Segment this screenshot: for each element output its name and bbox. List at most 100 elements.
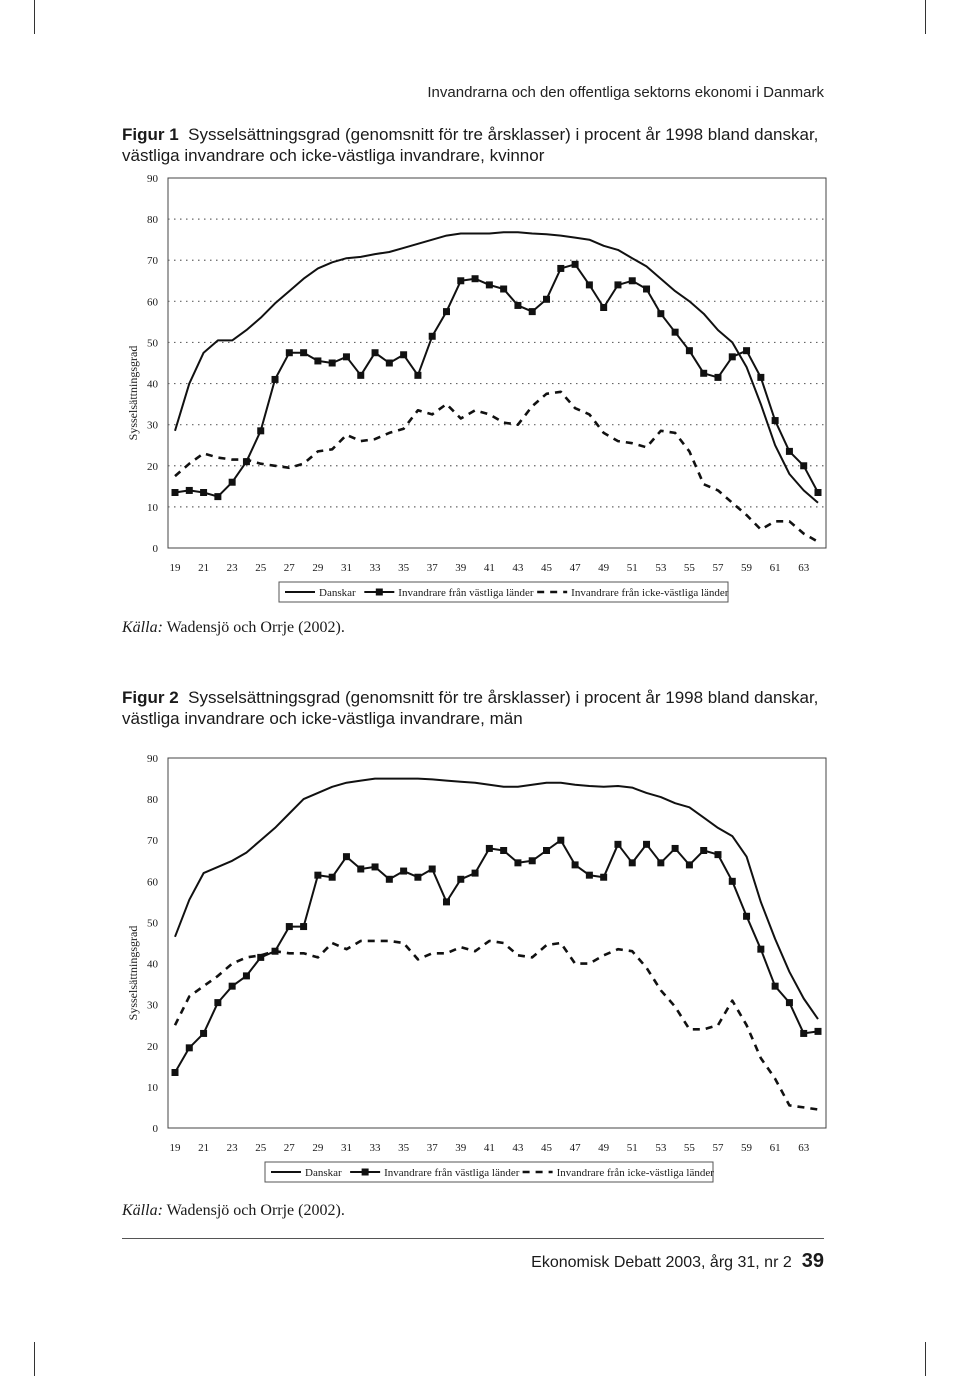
x-tick-label: 51 <box>627 562 638 574</box>
y-tick-label: 80 <box>147 794 159 806</box>
crop-mark <box>925 1342 926 1376</box>
legend-label-2: Invandrare från icke-västliga länder <box>571 587 729 599</box>
data-point <box>285 923 293 931</box>
series-line-2 <box>173 939 819 1111</box>
x-tick-label: 47 <box>570 1142 582 1154</box>
data-point <box>414 873 422 881</box>
data-point <box>628 859 636 867</box>
figure-2-chart: 0 10 20 30 40 50 60 70 80 90 19 21 23 25 27 29 31 33 35 37 3… <box>126 753 827 1183</box>
page-number: 39 <box>801 1250 824 1272</box>
y-tick-label: 60 <box>147 876 159 888</box>
series-line-0 <box>174 777 819 1020</box>
data-point <box>600 873 608 881</box>
data-point <box>257 427 265 435</box>
figure-1-source-label: Källa: <box>122 619 163 636</box>
data-point <box>643 285 651 293</box>
data-point <box>771 982 779 990</box>
data-point <box>485 844 493 852</box>
legend-label-0: Danskar <box>305 1167 342 1179</box>
y-axis-label: Sysselsättningsgrad <box>126 926 140 1021</box>
plot-frame <box>167 757 827 1129</box>
y-tick-label: 20 <box>147 461 159 473</box>
x-tick-label: 47 <box>570 562 582 574</box>
x-tick-label: 33 <box>370 1142 382 1154</box>
data-point <box>428 332 436 340</box>
x-tick-label: 41 <box>484 562 495 574</box>
y-tick-label: 20 <box>147 1041 159 1053</box>
data-point <box>400 867 408 875</box>
y-tick-label: 90 <box>147 753 159 765</box>
data-point <box>371 863 379 871</box>
data-point <box>543 847 551 854</box>
data-point <box>700 369 708 377</box>
x-tick-label: 55 <box>684 1142 696 1154</box>
data-point <box>685 861 693 869</box>
figure-2-source: Källa: Wadensjö och Orrje (2002). <box>122 1202 345 1220</box>
data-point <box>771 417 779 425</box>
data-point <box>300 349 308 357</box>
data-point <box>657 310 665 318</box>
crop-mark <box>925 0 926 34</box>
x-tick-label: 39 <box>455 1142 467 1154</box>
data-point <box>357 865 365 873</box>
legend-label-2: Invandrare från icke-västliga länder <box>557 1167 715 1179</box>
data-point <box>685 347 693 355</box>
data-point <box>342 353 350 361</box>
data-point <box>328 873 336 881</box>
legend-box <box>264 1161 714 1183</box>
x-tick-label: 19 <box>170 562 182 574</box>
data-point <box>528 308 536 316</box>
data-point <box>714 851 722 859</box>
y-tick-label: 70 <box>147 255 159 267</box>
data-point <box>743 912 751 920</box>
crop-mark <box>34 0 35 34</box>
data-point <box>242 972 250 980</box>
data-point <box>257 953 265 961</box>
x-tick-label: 25 <box>255 562 267 574</box>
figure-2-caption: Figur 2 Sysselsättningsgrad (genomsnitt … <box>122 687 842 729</box>
legend-label-1: Invandrare från västliga länder <box>384 1167 520 1179</box>
data-point <box>357 371 365 379</box>
data-point <box>185 486 193 494</box>
data-point <box>228 982 236 990</box>
data-point <box>785 999 793 1007</box>
data-point <box>228 478 236 486</box>
x-tick-label: 27 <box>284 562 296 574</box>
x-tick-label: 37 <box>427 1142 439 1154</box>
data-point <box>571 861 579 869</box>
data-point <box>528 857 536 865</box>
x-tick-label: 61 <box>770 1142 781 1154</box>
x-tick-label: 43 <box>512 1142 524 1154</box>
legend-marker <box>361 1168 369 1176</box>
data-point <box>800 462 808 470</box>
data-point <box>328 359 336 367</box>
x-tick-label: 31 <box>341 562 352 574</box>
data-point <box>743 347 751 355</box>
figure-2-label: Figur 2 <box>122 688 179 707</box>
y-tick-label: 90 <box>147 173 159 185</box>
x-tick-label: 23 <box>227 1142 239 1154</box>
data-point <box>200 489 208 496</box>
plot-frame <box>167 177 827 549</box>
y-tick-label: 30 <box>147 420 159 432</box>
x-tick-label: 57 <box>712 562 724 574</box>
data-point <box>800 1029 808 1037</box>
data-point <box>414 371 422 379</box>
data-point <box>500 847 508 854</box>
footer: Ekonomisk Debatt 2003, årg 31, nr 2 39 <box>531 1250 824 1273</box>
x-tick-label: 35 <box>398 562 410 574</box>
x-tick-label: 41 <box>484 1142 495 1154</box>
y-tick-label: 60 <box>147 296 159 308</box>
data-point <box>385 359 393 367</box>
x-tick-label: 31 <box>341 1142 352 1154</box>
x-tick-label: 29 <box>312 1142 324 1154</box>
data-point <box>671 844 679 852</box>
data-point <box>500 285 508 293</box>
x-tick-label: 61 <box>770 562 781 574</box>
data-point <box>671 328 679 336</box>
data-point <box>614 281 622 289</box>
y-tick-label: 10 <box>147 502 159 514</box>
x-tick-label: 53 <box>655 1142 667 1154</box>
data-point <box>214 493 222 501</box>
running-head: Invandrarna och den offentliga sektorns … <box>427 84 824 101</box>
